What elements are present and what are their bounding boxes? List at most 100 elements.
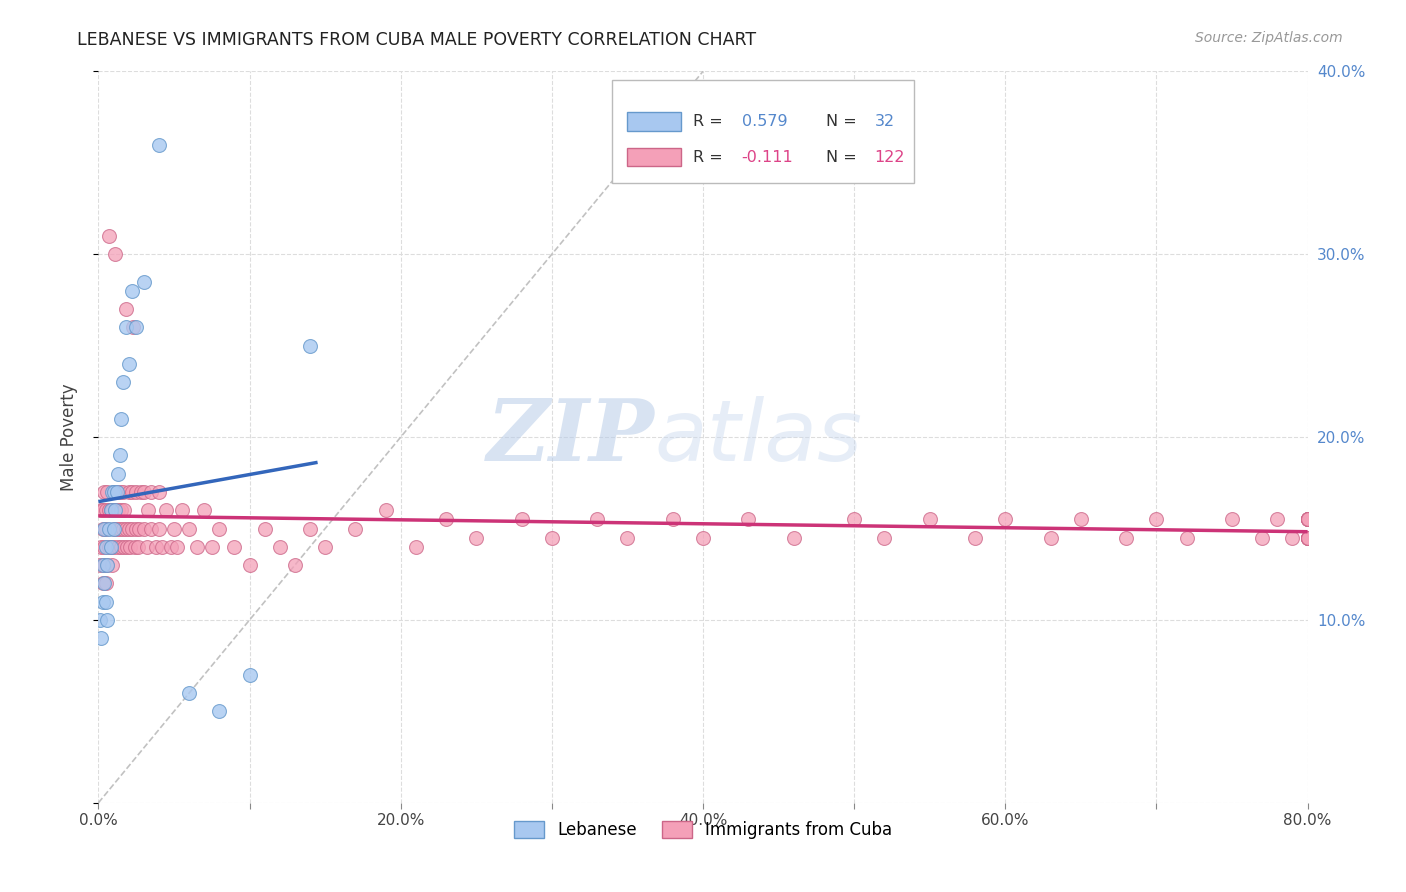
Point [90, 540, 112, 554]
Point [110, 540, 132, 554]
Point [122, 320, 145, 334]
Point [90, 632, 112, 646]
Point [873, 531, 896, 545]
Point [103, 521, 125, 535]
Point [111, 375, 134, 389]
Point [1296, 531, 1319, 545]
Point [94, 594, 117, 608]
Text: 122: 122 [875, 150, 905, 165]
Point [284, 558, 307, 573]
Point [121, 284, 143, 298]
Point [692, 531, 714, 545]
Text: LEBANESE VS IMMIGRANTS FROM CUBA MALE POVERTY CORRELATION CHART: LEBANESE VS IMMIGRANTS FROM CUBA MALE PO… [77, 31, 756, 49]
Point [1296, 512, 1319, 526]
Point [132, 521, 155, 535]
Point [125, 320, 148, 334]
Point [844, 512, 866, 526]
Point [1296, 531, 1319, 545]
Point [96, 485, 118, 500]
Point [1296, 512, 1319, 526]
Point [148, 137, 170, 152]
Point [89, 613, 111, 627]
Point [107, 540, 129, 554]
Point [224, 540, 246, 554]
Point [1070, 512, 1092, 526]
Text: 32: 32 [875, 114, 894, 128]
Point [434, 512, 457, 526]
Point [90, 503, 112, 517]
Point [208, 521, 231, 535]
Point [1296, 531, 1319, 545]
Y-axis label: Male Poverty: Male Poverty [59, 384, 77, 491]
Point [136, 503, 159, 517]
Point [965, 531, 987, 545]
Point [121, 521, 143, 535]
Point [111, 485, 134, 500]
Point [94, 540, 117, 554]
Point [314, 540, 336, 554]
Point [465, 531, 488, 545]
Point [103, 485, 125, 500]
Text: R =: R = [693, 150, 728, 165]
Point [405, 540, 427, 554]
Point [918, 512, 941, 526]
Point [93, 558, 115, 573]
Point [1144, 512, 1167, 526]
Point [141, 485, 163, 500]
Point [105, 521, 128, 535]
Point [98, 521, 121, 535]
Point [94, 576, 117, 591]
Point [374, 503, 396, 517]
Point [239, 667, 262, 681]
Point [253, 521, 276, 535]
Point [108, 485, 131, 500]
Point [104, 503, 127, 517]
Point [129, 485, 152, 500]
Point [112, 503, 135, 517]
Point [1251, 531, 1274, 545]
Point [510, 512, 533, 526]
Point [98, 503, 121, 517]
Point [1220, 512, 1243, 526]
Point [98, 540, 121, 554]
Point [107, 503, 129, 517]
Point [1296, 531, 1319, 545]
Point [110, 412, 132, 426]
Point [91, 521, 114, 535]
Point [141, 521, 163, 535]
Point [104, 247, 127, 261]
Bar [627, 112, 681, 130]
Point [135, 540, 157, 554]
Text: N =: N = [827, 114, 862, 128]
Point [114, 521, 136, 535]
Bar [627, 148, 681, 167]
Point [170, 503, 193, 517]
Point [148, 485, 170, 500]
Point [100, 503, 122, 517]
Point [105, 485, 128, 500]
Point [1296, 512, 1319, 526]
Point [118, 521, 141, 535]
Point [101, 503, 124, 517]
Point [179, 686, 201, 700]
Point [96, 558, 118, 573]
Legend: Lebanese, Immigrants from Cuba: Lebanese, Immigrants from Cuba [508, 814, 898, 846]
Point [616, 531, 638, 545]
Point [91, 594, 114, 608]
Point [148, 521, 170, 535]
Point [1296, 531, 1319, 545]
Point [124, 540, 146, 554]
Point [120, 540, 142, 554]
Point [155, 503, 177, 517]
Point [1296, 531, 1319, 545]
Point [101, 558, 124, 573]
Point [94, 521, 117, 535]
Point [107, 467, 129, 481]
Point [91, 558, 114, 573]
Point [1296, 512, 1319, 526]
Point [101, 485, 124, 500]
Point [208, 705, 231, 719]
Point [110, 503, 132, 517]
Point [299, 521, 322, 535]
Text: N =: N = [827, 150, 862, 165]
